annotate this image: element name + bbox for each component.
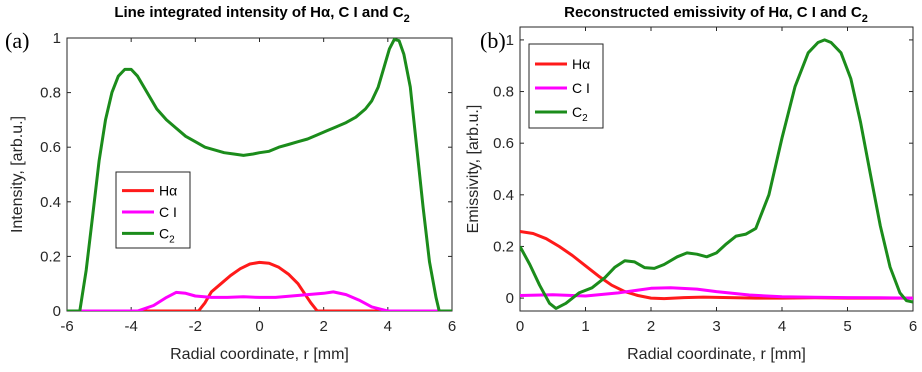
chart-title: Line integrated intensity of Hα, C I and… bbox=[114, 4, 409, 25]
x-axis-label: Radial coordinate, r [mm] bbox=[627, 346, 806, 363]
chart-title-subscript: 2 bbox=[862, 13, 868, 25]
legend-box bbox=[528, 43, 604, 129]
y-tick-label: 0 bbox=[506, 290, 514, 307]
y-tick-label: 1 bbox=[506, 32, 514, 49]
legend-entry-main: C bbox=[572, 104, 582, 120]
y-tick-label: 0.6 bbox=[493, 135, 514, 152]
x-tick-label: 6 bbox=[448, 318, 456, 335]
series-line-c2 bbox=[520, 38, 913, 310]
legend: Hα C I C2 bbox=[528, 43, 604, 129]
panel-label: (b) bbox=[480, 28, 506, 53]
y-tick-label: 0.8 bbox=[493, 84, 514, 101]
chart-title-subscript: 2 bbox=[404, 13, 410, 25]
y-tick-label: 0.6 bbox=[40, 139, 61, 156]
legend: Hα C I C2 bbox=[115, 171, 191, 249]
legend-box bbox=[115, 171, 191, 249]
x-tick-label: 6 bbox=[909, 318, 917, 335]
chart-panel-a: Line integrated intensity of Hα, C I and… bbox=[5, 4, 456, 363]
x-tick-label: -6 bbox=[60, 318, 73, 335]
legend-entry: C2 bbox=[159, 225, 175, 245]
x-tick-label: -2 bbox=[189, 318, 202, 335]
x-tick-label: 4 bbox=[384, 318, 392, 335]
x-tick-label: 3 bbox=[712, 318, 720, 335]
legend-entry-subscript: 2 bbox=[582, 113, 588, 124]
legend-entry-main: C bbox=[159, 225, 169, 241]
legend-entry: C I bbox=[572, 80, 590, 96]
series-line-c-i bbox=[520, 286, 913, 300]
y-tick-label: 0 bbox=[53, 303, 61, 320]
x-tick-label: 2 bbox=[647, 318, 655, 335]
legend-entry-subscript: 2 bbox=[169, 234, 175, 245]
y-tick-label: 0.4 bbox=[493, 187, 514, 204]
legend-entry: Hα bbox=[159, 183, 177, 199]
x-tick-label: 4 bbox=[778, 318, 786, 335]
x-tick-label: -4 bbox=[124, 318, 137, 335]
x-tick-label: 5 bbox=[843, 318, 851, 335]
y-tick-label: 0.2 bbox=[493, 238, 514, 255]
y-tick-label: 1 bbox=[53, 30, 61, 47]
chart-title-main: Reconstructed emissivity of Hα, C I and … bbox=[564, 4, 862, 21]
panel-label: (a) bbox=[5, 28, 29, 53]
series-line-h-alpha bbox=[67, 260, 452, 311]
chart-title: Reconstructed emissivity of Hα, C I and … bbox=[564, 4, 868, 25]
y-tick-label: 0.4 bbox=[40, 194, 61, 211]
y-axis-label: Intensity, [arb.u.] bbox=[9, 116, 26, 233]
series-line-c-i bbox=[67, 290, 452, 311]
x-axis-label: Radial coordinate, r [mm] bbox=[170, 346, 349, 363]
chart-title-main: Line integrated intensity of Hα, C I and… bbox=[114, 4, 403, 21]
chart-panel-b: Reconstructed emissivity of Hα, C I and … bbox=[465, 4, 917, 363]
y-tick-label: 0.2 bbox=[40, 248, 61, 265]
legend-entry: C2 bbox=[572, 104, 588, 124]
x-tick-label: 1 bbox=[581, 318, 589, 335]
x-tick-label: 2 bbox=[319, 318, 327, 335]
x-tick-label: 0 bbox=[516, 318, 524, 335]
legend-entry: C I bbox=[159, 204, 177, 220]
y-axis-label: Emissivity, [arb.u.] bbox=[465, 105, 482, 234]
x-tick-label: 0 bbox=[255, 318, 263, 335]
series-line-c2 bbox=[67, 38, 452, 311]
legend-entry: Hα bbox=[572, 56, 590, 72]
y-tick-label: 0.8 bbox=[40, 85, 61, 102]
